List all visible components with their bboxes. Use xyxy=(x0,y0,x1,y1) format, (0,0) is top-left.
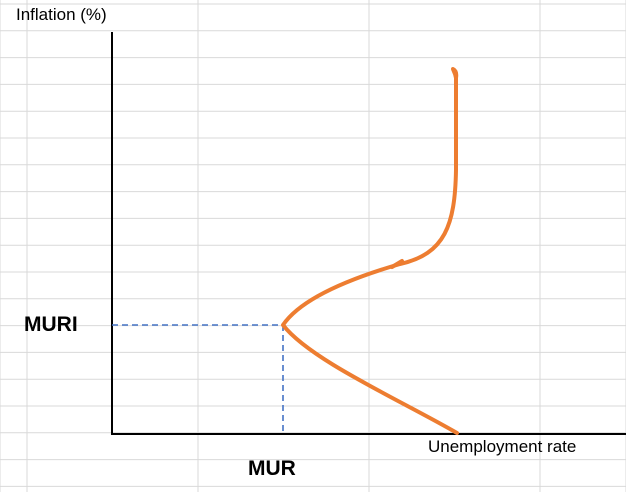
mur-label: MUR xyxy=(248,457,296,480)
curve-stroke-mark xyxy=(390,259,404,269)
y-axis-title: Inflation (%) xyxy=(16,5,107,24)
muri-label: MURI xyxy=(24,313,78,336)
x-axis-title: Unemployment rate xyxy=(428,437,576,456)
curve-line xyxy=(281,67,459,435)
